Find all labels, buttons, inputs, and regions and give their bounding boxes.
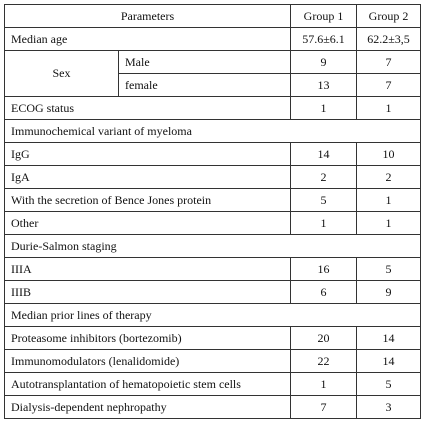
row-label: Autotransplantation of hematopoietic ste… xyxy=(4,372,291,396)
cell-group2: 14 xyxy=(356,326,421,350)
cell-group1: 5 xyxy=(290,188,357,212)
row-label: Median age xyxy=(4,27,291,51)
cell-group2: 1 xyxy=(356,211,421,235)
table-row: Proteasome inhibitors (bortezomib) 20 14 xyxy=(4,326,421,350)
cell-group2: 1 xyxy=(356,96,421,120)
row-label: Proteasome inhibitors (bortezomib) xyxy=(4,326,291,350)
table-row: female 13 7 xyxy=(5,73,421,97)
row-label: With the secretion of Bence Jones protei… xyxy=(4,188,291,212)
cell-group1: 7 xyxy=(290,395,357,419)
cell-group2: 9 xyxy=(356,280,421,304)
table-row: Autotransplantation of hematopoietic ste… xyxy=(4,372,421,396)
header-parameters: Parameters xyxy=(4,4,291,28)
row-label: IgG xyxy=(4,142,291,166)
cell-group1: 1 xyxy=(290,96,357,120)
cell-group2: 62.2±3,5 xyxy=(356,27,421,51)
cell-group2: 1 xyxy=(356,188,421,212)
row-label: IIIB xyxy=(4,280,291,304)
header-group1: Group 1 xyxy=(290,4,357,28)
cell-group1: 6 xyxy=(290,280,357,304)
section-row: Immunochemical variant of myeloma xyxy=(4,119,421,143)
sex-label: Sex xyxy=(4,50,119,97)
cell-group2: 7 xyxy=(356,50,421,74)
row-label: Immunomodulators (lenalidomide) xyxy=(4,349,291,373)
cell-group1: 20 xyxy=(290,326,357,350)
cell-group2: 14 xyxy=(356,349,421,373)
row-label: Other xyxy=(4,211,291,235)
section-title: Durie-Salmon staging xyxy=(4,234,421,258)
cell-group1: 22 xyxy=(290,349,357,373)
row-label: Male xyxy=(118,50,291,74)
row-label: female xyxy=(118,73,291,97)
cell-group2: 3 xyxy=(356,395,421,419)
cell-group2: 5 xyxy=(356,372,421,396)
row-label: IgA xyxy=(4,165,291,189)
cell-group2: 7 xyxy=(356,73,421,97)
cell-group1: 2 xyxy=(290,165,357,189)
cell-group2: 10 xyxy=(356,142,421,166)
table-row: IIIB 6 9 xyxy=(4,280,421,304)
patient-characteristics-table: Parameters Group 1 Group 2 Median age 57… xyxy=(4,4,421,419)
row-label: Dialysis-dependent nephropathy xyxy=(4,395,291,419)
table-row: Dialysis-dependent nephropathy 7 3 xyxy=(4,395,421,419)
cell-group2: 5 xyxy=(356,257,421,281)
table-row: With the secretion of Bence Jones protei… xyxy=(4,188,421,212)
cell-group1: 1 xyxy=(290,211,357,235)
row-label: IIIA xyxy=(4,257,291,281)
section-title: Median prior lines of therapy xyxy=(4,303,421,327)
table-row: Other 1 1 xyxy=(4,211,421,235)
cell-group1: 9 xyxy=(290,50,357,74)
table-row: Median age 57.6±6.1 62.2±3,5 xyxy=(4,27,421,51)
cell-group1: 13 xyxy=(290,73,357,97)
table-row: IgG 14 10 xyxy=(4,142,421,166)
table-row: ECOG status 1 1 xyxy=(4,96,421,120)
header-group2: Group 2 xyxy=(356,4,421,28)
cell-group2: 2 xyxy=(356,165,421,189)
cell-group1: 1 xyxy=(290,372,357,396)
cell-group1: 16 xyxy=(290,257,357,281)
row-label: ECOG status xyxy=(4,96,291,120)
section-title: Immunochemical variant of myeloma xyxy=(4,119,421,143)
table-row: IIIA 16 5 xyxy=(4,257,421,281)
section-row: Median prior lines of therapy xyxy=(4,303,421,327)
cell-group1: 57.6±6.1 xyxy=(290,27,357,51)
table-row: Immunomodulators (lenalidomide) 22 14 xyxy=(4,349,421,373)
table-row: Sex Male 9 7 xyxy=(4,50,421,97)
section-row: Durie-Salmon staging xyxy=(4,234,421,258)
table-header-row: Parameters Group 1 Group 2 xyxy=(4,4,421,28)
cell-group1: 14 xyxy=(290,142,357,166)
table-row: IgA 2 2 xyxy=(4,165,421,189)
